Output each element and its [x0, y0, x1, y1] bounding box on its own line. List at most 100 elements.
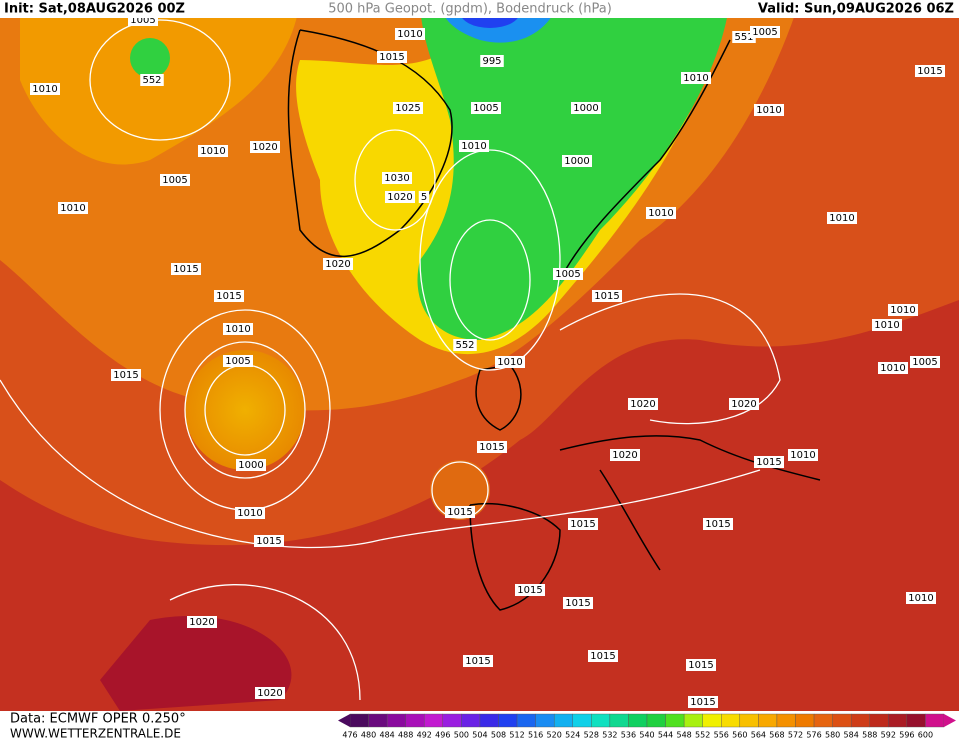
isobar-label: 1015 — [113, 370, 138, 381]
isobar-label: 1015 — [479, 442, 504, 453]
header-bar — [0, 0, 959, 18]
isobar-label-bg — [223, 355, 253, 367]
colorbar-tick-label: 488 — [398, 731, 413, 740]
isobar-label: 1020 — [325, 259, 350, 270]
isobar-label-bg — [250, 141, 280, 153]
isobar-label-bg — [459, 140, 489, 152]
isobar-label-bg — [732, 31, 756, 43]
isobar-label-bg — [688, 696, 718, 708]
isobar-label: 1000 — [573, 103, 598, 114]
colorbar-tick-label: 552 — [695, 731, 710, 740]
colorbar-swatch — [925, 713, 945, 728]
isobar-label-bg — [571, 102, 601, 114]
isobar-label: 1005 — [130, 15, 155, 26]
isobar-label: 1020 — [252, 142, 277, 153]
isobar-label-bg — [562, 155, 592, 167]
isobar-label-bg — [235, 507, 265, 519]
colorbar-tick-label: 544 — [658, 731, 673, 740]
isobar-label: 1010 — [756, 105, 781, 116]
colorbar-swatch — [442, 713, 462, 728]
colorbar-tick-label: 568 — [769, 731, 784, 740]
colorbar-swatch — [683, 713, 703, 728]
isobar-label-bg — [495, 356, 525, 368]
isobar-label-bg — [906, 592, 936, 604]
isobar-label: 1015 — [688, 660, 713, 671]
colorbar-swatch — [461, 713, 481, 728]
isobar-label-bg — [646, 207, 676, 219]
isobar-label-bg — [453, 339, 477, 351]
isobar-label-bg — [377, 51, 407, 63]
isobar-label-bg — [223, 323, 253, 335]
colorbar-tick-label: 588 — [862, 731, 877, 740]
isobar-label: 1010 — [908, 593, 933, 604]
isobar-label: 1020 — [189, 617, 214, 628]
isobar-label-bg — [729, 398, 759, 410]
isobar-label: 1020 — [387, 192, 412, 203]
isobar-label: 1015 — [756, 457, 781, 468]
colorbar-swatch — [535, 713, 555, 728]
colorbar-tick-label: 548 — [676, 731, 691, 740]
colorbar-tick-label: 480 — [361, 731, 376, 740]
isobar-label: 1010 — [200, 146, 225, 157]
map-title: 500 hPa Geopot. (gpdm), Bodendruck (hPa) — [328, 2, 612, 17]
isobar-label: 1010 — [397, 29, 422, 40]
colorbar-tick-label: 564 — [751, 731, 766, 740]
isobar-label-bg — [463, 655, 493, 667]
colorbar-swatch — [739, 713, 759, 728]
isobar-label-bg — [686, 659, 716, 671]
isobar-label: 1010 — [890, 305, 915, 316]
isobars — [0, 19, 781, 701]
isobar-label: 1015 — [465, 656, 490, 667]
colorbar-swatch — [498, 713, 518, 728]
colorbar: 476 480 484 488 492 496 500 504 508 512 516 520 524 5… — [338, 713, 956, 740]
colorbar-swatch — [349, 713, 369, 728]
isobar-label-bg — [323, 258, 353, 270]
isobar-label-bg — [553, 268, 583, 280]
colorbar-arrow-left — [338, 714, 350, 727]
isobar-label: 1020 — [257, 688, 282, 699]
colorbar-swatch — [832, 713, 852, 728]
isobar-label-bg — [872, 319, 902, 331]
colorbar-tick-label: 476 — [342, 731, 357, 740]
colorbar-swatch — [850, 713, 870, 728]
colorbar-swatch — [888, 713, 908, 728]
isobar-label: 552 — [142, 75, 161, 86]
colorbar-swatch — [609, 713, 629, 728]
colorbar-tick-label: 584 — [844, 731, 859, 740]
isobar-label: 1010 — [225, 324, 250, 335]
isobar-label: 1000 — [564, 156, 589, 167]
isobar-label: 1005 — [555, 269, 580, 280]
isobar-label: 1005 — [162, 175, 187, 186]
isobar-label: 1000 — [238, 460, 263, 471]
isobar-label: 1015 — [447, 507, 472, 518]
isobar-label-bg — [910, 356, 940, 368]
isobar-label: 1030 — [384, 173, 409, 184]
isobar-label-bg — [827, 212, 857, 224]
isobar-label: 1015 — [590, 651, 615, 662]
colorbar-tick-label: 508 — [491, 731, 506, 740]
colorbar-swatch — [386, 713, 406, 728]
colorbar-swatch — [906, 713, 926, 728]
isobar-label-bg — [888, 304, 918, 316]
data-source: Data: ECMWF OPER 0.250° — [10, 712, 186, 727]
isobar-label-bg — [628, 398, 658, 410]
colorbar-tick-label: 496 — [435, 731, 450, 740]
isobar-label-bg — [592, 290, 622, 302]
isobar-label: 1025 — [395, 103, 420, 114]
isobar-label: 1015 — [705, 519, 730, 530]
colorbar-tick-label: 484 — [379, 731, 394, 740]
isobar-label: 1020 — [612, 450, 637, 461]
colorbar-tick-label: 580 — [825, 731, 840, 740]
isobar-label-bg — [58, 202, 88, 214]
isobar-label: 1015 — [917, 66, 942, 77]
isobar-label-bg — [171, 263, 201, 275]
colorbar-tick-label: 592 — [881, 731, 896, 740]
isobar-label: 551 — [734, 32, 753, 43]
colorbar-tick-label: 572 — [788, 731, 803, 740]
site-name: WWW.WETTERZENTRALE.DE — [10, 727, 181, 741]
colorbar-swatch — [758, 713, 778, 728]
isobar-label-bg — [382, 172, 412, 184]
colorbar-tick-label: 576 — [806, 731, 821, 740]
isobar-label-bg — [385, 191, 415, 203]
isobar-label: 1015 — [517, 585, 542, 596]
